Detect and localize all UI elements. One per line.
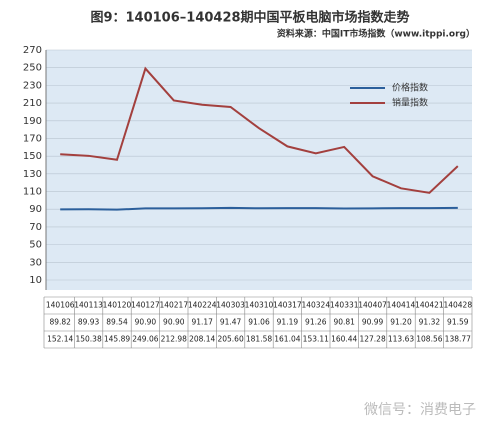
x-tick-label: 140428 [443,301,472,310]
table-value: 249.06 [132,335,158,344]
table-value: 152.14 [47,335,73,344]
table-value: 212.98 [161,335,187,344]
y-tick-label: 170 [23,133,42,144]
x-tick-label: 140224 [188,301,217,310]
table-value: 89.93 [78,318,100,327]
y-tick-label: 10 [29,275,42,286]
y-tick-label: 90 [29,204,42,215]
table-value: 181.58 [246,335,272,344]
legend-label: 销量指数 [392,97,428,109]
table-value: 108.56 [416,335,442,344]
y-tick-label: 230 [23,80,42,91]
x-tick-label: 140113 [74,301,103,310]
y-tick-label: 150 [23,151,42,162]
y-tick-label: 30 [29,257,42,268]
table-value: 205.60 [217,335,243,344]
table-value: 90.90 [163,318,185,327]
table-value: 90.81 [333,318,355,327]
table-value: 91.20 [390,318,412,327]
y-tick-label: 130 [23,169,42,180]
legend-label: 价格指数 [392,82,428,94]
x-tick-label: 140331 [330,301,359,310]
watermark: 微信号：消费电子 [364,402,476,418]
table-value: 90.99 [362,318,384,327]
line-series [60,206,458,211]
chart-subtitle: 资料来源：中国IT市场指数（www.itppi.org） [277,28,475,40]
y-tick-label: 250 [23,63,42,74]
table-value: 91.32 [419,318,441,327]
table-value: 91.26 [305,318,327,327]
y-tick-label: 70 [29,222,42,233]
table-value: 91.06 [248,318,270,327]
plot-area [46,50,472,290]
table-value: 145.89 [104,335,130,344]
table-value: 113.63 [388,335,414,344]
x-tick-label: 140310 [245,301,274,310]
x-tick-label: 140407 [358,301,387,310]
x-tick-label: 140120 [103,301,132,310]
table-value: 138.77 [445,335,471,344]
table-value: 91.59 [447,318,469,327]
x-tick-label: 140421 [415,301,444,310]
table-value: 160.44 [331,335,357,344]
y-tick-label: 210 [23,98,42,109]
table-value: 89.54 [106,318,128,327]
table-value: 89.82 [49,318,71,327]
y-tick-label: 270 [23,45,42,56]
line-series [60,66,459,194]
x-tick-label: 140317 [273,301,302,310]
x-tick-label: 140127 [131,301,160,310]
table-value: 91.47 [220,318,242,327]
x-tick-label: 140217 [159,301,188,310]
x-tick-label: 140324 [301,301,330,310]
table-value: 150.38 [75,335,101,344]
table-value: 161.04 [274,335,300,344]
x-tick-label: 140414 [387,301,416,310]
chart-title: 图9：140106–140428期中国平板电脑市场指数走势 [90,10,409,26]
table-value: 153.11 [303,335,329,344]
table-value: 127.28 [359,335,385,344]
x-tick-label: 140106 [46,301,75,310]
y-tick-label: 50 [29,240,42,251]
table-value: 91.19 [277,318,299,327]
y-tick-label: 190 [23,116,42,127]
table-value: 208.14 [189,335,215,344]
table-value: 91.17 [191,318,213,327]
table-value: 90.90 [135,318,157,327]
x-tick-label: 140303 [216,301,245,310]
y-tick-label: 110 [23,187,42,198]
